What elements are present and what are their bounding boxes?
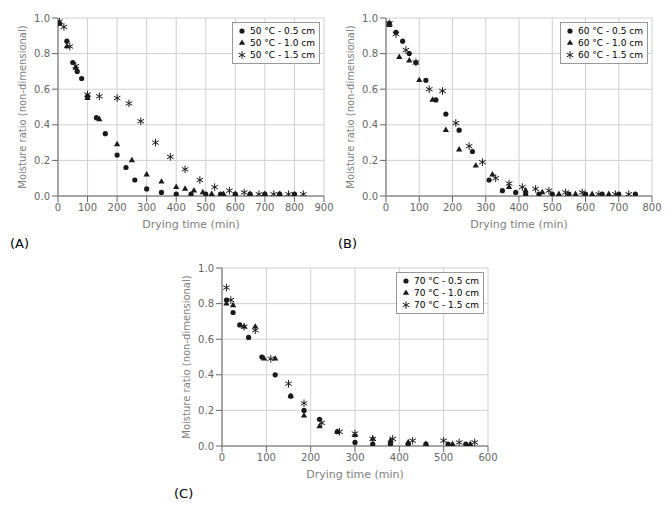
svg-text:400: 400 [167,202,186,213]
svg-text:0.6: 0.6 [198,334,214,345]
svg-text:0.4: 0.4 [198,369,214,380]
svg-text:Moisture ratio (non-dimensiona: Moisture ratio (non-dimensional) [345,25,356,188]
html-text:60 °C - 0.5 cm: 60 °C - 0.5 cm [578,26,643,36]
svg-text:200: 200 [301,452,320,463]
svg-text:Drying time (min): Drying time (min) [142,218,240,231]
svg-text:200: 200 [108,202,127,213]
svg-text:0.2: 0.2 [198,405,214,416]
svg-text:700: 700 [609,202,628,213]
svg-text:Drying time (min): Drying time (min) [470,218,568,231]
svg-text:600: 600 [576,202,595,213]
svg-text:1.0: 1.0 [362,13,378,24]
html-text:70 °C - 0.5 cm: 70 °C - 0.5 cm [414,276,479,286]
svg-text:200: 200 [443,202,462,213]
svg-text:0.4: 0.4 [362,119,378,130]
svg-text:0.4: 0.4 [34,119,50,130]
svg-text:Moisture ratio (non-dimensiona: Moisture ratio (non-dimensional) [17,25,28,188]
svg-text:300: 300 [345,452,364,463]
svg-text:0.2: 0.2 [362,155,378,166]
svg-text:400: 400 [390,452,409,463]
svg-text:0.0: 0.0 [198,441,214,452]
svg-text:300: 300 [476,202,495,213]
svg-text:500: 500 [196,202,215,213]
html-text:60 °C - 1.0 cm: 60 °C - 1.0 cm [578,38,643,48]
html-text:70 °C - 1.5 cm: 70 °C - 1.5 cm [414,300,479,310]
html-text:(A): (A) [10,236,29,251]
html-text:(B): (B) [338,236,358,251]
svg-text:0.8: 0.8 [34,48,50,59]
svg-text:1.0: 1.0 [34,13,50,24]
svg-text:0.6: 0.6 [34,84,50,95]
svg-text:500: 500 [543,202,562,213]
html-text:70 °C - 1.0 cm: 70 °C - 1.0 cm [414,288,479,298]
svg-text:0: 0 [55,202,61,213]
html-text:(C): (C) [174,486,194,501]
svg-text:100: 100 [410,202,429,213]
svg-text:900: 900 [314,202,333,213]
svg-text:0.6: 0.6 [362,84,378,95]
svg-text:0.8: 0.8 [362,48,378,59]
svg-text:100: 100 [257,452,276,463]
svg-text:800: 800 [285,202,304,213]
svg-text:0.2: 0.2 [34,155,50,166]
html-text:60 °C - 1.5 cm: 60 °C - 1.5 cm [578,50,643,60]
svg-text:0: 0 [219,452,225,463]
svg-text:500: 500 [434,452,453,463]
svg-text:600: 600 [226,202,245,213]
svg-text:600: 600 [478,452,497,463]
svg-text:400: 400 [509,202,528,213]
svg-text:300: 300 [137,202,156,213]
svg-text:Moisture ratio (non-dimensiona: Moisture ratio (non-dimensional) [181,275,192,438]
svg-text:100: 100 [78,202,97,213]
html-text:50 °C - 1.5 cm: 50 °C - 1.5 cm [250,50,315,60]
html-text:50 °C - 1.0 cm: 50 °C - 1.0 cm [250,38,315,48]
svg-text:0.0: 0.0 [362,191,378,202]
svg-text:1.0: 1.0 [198,263,214,274]
svg-text:800: 800 [642,202,661,213]
html-text:50 °C - 0.5 cm: 50 °C - 0.5 cm [250,26,315,36]
svg-text:0: 0 [383,202,389,213]
svg-text:Drying time (min): Drying time (min) [306,468,404,481]
svg-text:700: 700 [255,202,274,213]
svg-text:0.8: 0.8 [198,298,214,309]
svg-text:0.0: 0.0 [34,191,50,202]
